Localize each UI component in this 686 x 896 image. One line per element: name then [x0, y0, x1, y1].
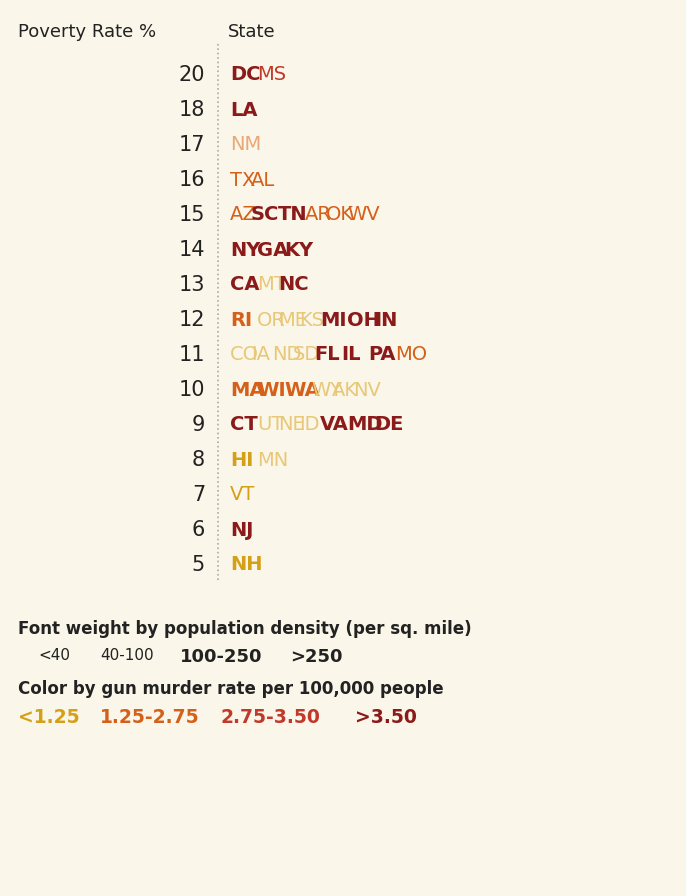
Text: VA: VA — [320, 416, 349, 435]
Text: 9: 9 — [191, 415, 205, 435]
Text: WY: WY — [311, 381, 342, 400]
Text: 14: 14 — [178, 240, 205, 260]
Text: OR: OR — [257, 311, 286, 330]
Text: 6: 6 — [191, 520, 205, 540]
Text: KY: KY — [284, 240, 313, 260]
Text: OH: OH — [347, 311, 380, 330]
Text: 12: 12 — [178, 310, 205, 330]
Text: 8: 8 — [192, 450, 205, 470]
Text: Font weight by population density (per sq. mile): Font weight by population density (per s… — [18, 620, 472, 638]
Text: NJ: NJ — [230, 521, 253, 539]
Text: ME: ME — [278, 311, 307, 330]
Text: 2.75-3.50: 2.75-3.50 — [220, 708, 320, 727]
Text: >250: >250 — [290, 648, 342, 666]
Text: LA: LA — [230, 100, 257, 119]
Text: CO: CO — [230, 346, 259, 365]
Text: CA: CA — [230, 275, 259, 295]
Text: 10: 10 — [178, 380, 205, 400]
Text: Color by gun murder rate per 100,000 people: Color by gun murder rate per 100,000 peo… — [18, 680, 444, 698]
Text: MI: MI — [320, 311, 346, 330]
Text: DE: DE — [374, 416, 403, 435]
Text: <1.25: <1.25 — [18, 708, 80, 727]
Text: Poverty Rate %: Poverty Rate % — [18, 23, 156, 41]
Text: KS: KS — [299, 311, 324, 330]
Text: AK: AK — [332, 381, 358, 400]
Text: MD: MD — [347, 416, 383, 435]
Text: 7: 7 — [192, 485, 205, 505]
Text: 5: 5 — [192, 555, 205, 575]
Text: NY: NY — [230, 240, 261, 260]
Text: 18: 18 — [178, 100, 205, 120]
Text: SC: SC — [251, 205, 279, 225]
Text: TN: TN — [278, 205, 307, 225]
Text: IA: IA — [251, 346, 270, 365]
Text: 40-100: 40-100 — [100, 648, 154, 663]
Text: NM: NM — [230, 135, 261, 154]
Text: DC: DC — [230, 65, 261, 84]
Text: ND: ND — [272, 346, 301, 365]
Text: 16: 16 — [178, 170, 205, 190]
Text: UT: UT — [257, 416, 283, 435]
Text: CT: CT — [230, 416, 258, 435]
Text: 15: 15 — [178, 205, 205, 225]
Text: 13: 13 — [178, 275, 205, 295]
Text: SD: SD — [293, 346, 320, 365]
Text: AL: AL — [251, 170, 275, 189]
Text: ID: ID — [299, 416, 320, 435]
Text: <40: <40 — [38, 648, 70, 663]
Text: OK: OK — [326, 205, 354, 225]
Text: TX: TX — [230, 170, 255, 189]
Text: WA: WA — [284, 381, 320, 400]
Text: IL: IL — [341, 346, 361, 365]
Text: PA: PA — [368, 346, 396, 365]
Text: NH: NH — [230, 556, 263, 574]
Text: NV: NV — [353, 381, 381, 400]
Text: 1.25-2.75: 1.25-2.75 — [100, 708, 200, 727]
Text: IN: IN — [374, 311, 397, 330]
Text: NE: NE — [278, 416, 305, 435]
Text: MS: MS — [257, 65, 286, 84]
Text: 20: 20 — [178, 65, 205, 85]
Text: MO: MO — [395, 346, 427, 365]
Text: RI: RI — [230, 311, 252, 330]
Text: 11: 11 — [178, 345, 205, 365]
Text: AR: AR — [305, 205, 332, 225]
Text: VT: VT — [230, 486, 255, 504]
Text: GA: GA — [257, 240, 288, 260]
Text: MA: MA — [230, 381, 265, 400]
Text: 100-250: 100-250 — [180, 648, 263, 666]
Text: AZ: AZ — [230, 205, 257, 225]
Text: NC: NC — [278, 275, 309, 295]
Text: HI: HI — [230, 451, 253, 470]
Text: WI: WI — [257, 381, 285, 400]
Text: MT: MT — [257, 275, 286, 295]
Text: WV: WV — [347, 205, 379, 225]
Text: State: State — [228, 23, 276, 41]
Text: FL: FL — [314, 346, 340, 365]
Text: >3.50: >3.50 — [355, 708, 417, 727]
Text: 17: 17 — [178, 135, 205, 155]
Text: MN: MN — [257, 451, 288, 470]
